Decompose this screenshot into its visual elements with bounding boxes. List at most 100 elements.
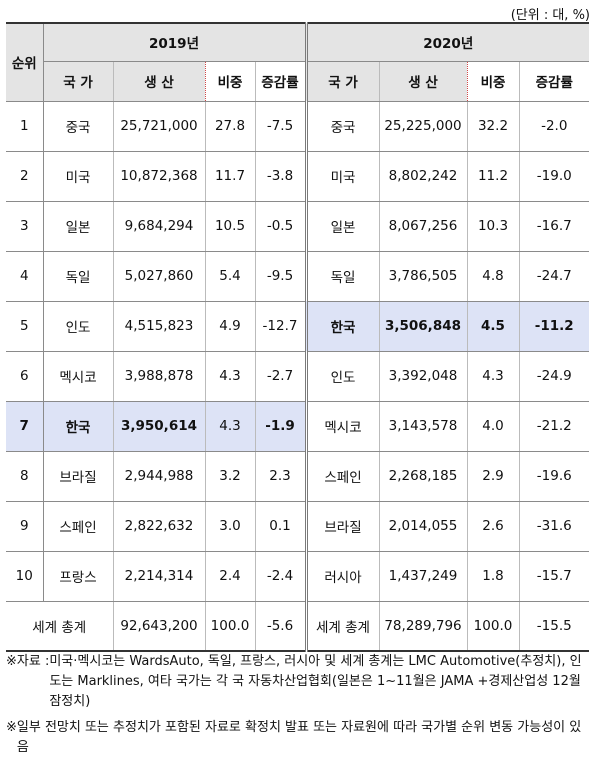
disclaimer-note-text: 일부 전망치 또는 추정치가 포함된 자료로 확정치 발표 또는 자료원에 따라…	[16, 720, 582, 755]
year-header-row: 순위 2019년 2020년	[6, 22, 589, 102]
country-2020-cell: 스페인	[306, 451, 380, 502]
table-row: 10 프랑스 2,214,314 2.4 -2.4 러시아 1,437,249 …	[6, 551, 589, 602]
disclaimer-note: ※ 일부 전망치 또는 추정치가 포함된 자료로 확정치 발표 또는 자료원에 …	[6, 718, 591, 758]
country-2019-cell: 브라질	[43, 451, 114, 502]
total-row: 세계 총계 92,643,200 100.0 -5.6 세계 총계 78,289…	[6, 601, 589, 652]
country-2019-cell-highlight: 한국	[43, 401, 114, 452]
share-2019-cell: 27.8	[205, 101, 256, 152]
production-2019-cell: 3,988,878	[113, 351, 206, 402]
share-2020-cell: 32.2	[467, 101, 520, 152]
table-row: 6 멕시코 3,988,878 4.3 -2.7 인도 3,392,048 4.…	[6, 351, 589, 402]
change-2020-cell: -19.0	[519, 151, 589, 202]
change-2019-cell: -12.7	[255, 301, 308, 352]
source-note-mark: ※자료 :	[6, 654, 50, 669]
change-2020-cell: -24.7	[519, 251, 589, 302]
share-2019-cell: 11.7	[205, 151, 256, 202]
country-2020-cell: 일본	[306, 201, 380, 252]
country-2019-cell: 프랑스	[43, 551, 114, 602]
country-2020-cell: 미국	[306, 151, 380, 202]
table-row: 7 한국 3,950,614 4.3 -1.9 멕시코 3,143,578 4.…	[6, 401, 589, 452]
share-2019-cell-highlight: 4.3	[205, 401, 256, 452]
production-2019-cell: 4,515,823	[113, 301, 206, 352]
country-2020-cell: 독일	[306, 251, 380, 302]
country-2019-cell: 미국	[43, 151, 114, 202]
production-2019-cell: 2,944,988	[113, 451, 206, 502]
production-2020-cell-highlight: 3,506,848	[379, 301, 468, 352]
country-2019-cell: 멕시코	[43, 351, 114, 402]
production-2020-cell: 1,437,249	[379, 551, 468, 602]
change-2019-cell: -7.5	[255, 101, 308, 152]
share-2019-cell: 3.0	[205, 501, 256, 552]
table-row: 9 스페인 2,822,632 3.0 0.1 브라질 2,014,055 2.…	[6, 501, 589, 552]
world-total-label-2020: 세계 총계	[306, 601, 380, 652]
share-2019-cell: 5.4	[205, 251, 256, 302]
footnotes: ※자료 : 미국·멕시코는 WardsAuto, 독일, 프랑스, 러시아 및 …	[6, 652, 591, 758]
country-header-2019: 국 가	[43, 61, 114, 102]
change-2019-cell: -0.5	[255, 201, 308, 252]
country-2019-cell: 일본	[43, 201, 114, 252]
rank-cell-highlight: 7	[6, 401, 44, 452]
year-2020-header: 2020년	[306, 22, 589, 62]
share-2019-cell: 10.5	[205, 201, 256, 252]
unit-label: (단위 : 대, %)	[510, 8, 590, 23]
change-2019-cell: 2.3	[255, 451, 308, 502]
country-2020-cell: 인도	[306, 351, 380, 402]
production-header-2020: 생 산	[379, 61, 468, 102]
change-2020-cell: -24.9	[519, 351, 589, 402]
share-2020-cell-highlight: 4.5	[467, 301, 520, 352]
share-header-2020: 비중	[467, 61, 520, 102]
country-2020-cell: 멕시코	[306, 401, 380, 452]
world-total-label-2019: 세계 총계	[6, 601, 114, 652]
change-2020-cell: -16.7	[519, 201, 589, 252]
production-2020-cell: 3,786,505	[379, 251, 468, 302]
rank-cell: 8	[6, 451, 44, 502]
production-2020-cell: 2,268,185	[379, 451, 468, 502]
change-2020-cell: -21.2	[519, 401, 589, 452]
change-header-2019: 증감률	[255, 61, 308, 102]
country-2019-cell: 인도	[43, 301, 114, 352]
country-header-2020: 국 가	[306, 61, 380, 102]
share-2020-cell: 11.2	[467, 151, 520, 202]
world-total-change-2019: -5.6	[255, 601, 308, 652]
table-row: 8 브라질 2,944,988 3.2 2.3 스페인 2,268,185 2.…	[6, 451, 589, 502]
rank-cell: 2	[6, 151, 44, 202]
production-2020-cell: 25,225,000	[379, 101, 468, 152]
source-note: ※자료 : 미국·멕시코는 WardsAuto, 독일, 프랑스, 러시아 및 …	[6, 652, 591, 712]
country-2020-cell-highlight: 한국	[306, 301, 380, 352]
column-header-row: 국 가 생 산 비중 증감률 국 가 생 산 비중 증감률	[6, 61, 589, 102]
change-2019-cell: -9.5	[255, 251, 308, 302]
world-total-share-2019: 100.0	[205, 601, 256, 652]
production-2020-cell: 8,067,256	[379, 201, 468, 252]
change-2019-cell: -3.8	[255, 151, 308, 202]
change-2020-cell-highlight: -11.2	[519, 301, 589, 352]
production-2020-cell: 3,143,578	[379, 401, 468, 452]
year-2019-header: 2019년	[43, 22, 308, 62]
production-2019-cell: 5,027,860	[113, 251, 206, 302]
production-2019-cell-highlight: 3,950,614	[113, 401, 206, 452]
table-row: 3 일본 9,684,294 10.5 -0.5 일본 8,067,256 10…	[6, 201, 589, 252]
share-2020-cell: 1.8	[467, 551, 520, 602]
production-2020-cell: 8,802,242	[379, 151, 468, 202]
share-2019-cell: 3.2	[205, 451, 256, 502]
table-row: 4 독일 5,027,860 5.4 -9.5 독일 3,786,505 4.8…	[6, 251, 589, 302]
rank-cell: 6	[6, 351, 44, 402]
country-2020-cell: 브라질	[306, 501, 380, 552]
table-row: 5 인도 4,515,823 4.9 -12.7 한국 3,506,848 4.…	[6, 301, 589, 352]
rank-cell: 5	[6, 301, 44, 352]
change-header-2020: 증감률	[519, 61, 589, 102]
table-row: 2 미국 10,872,368 11.7 -3.8 미국 8,802,242 1…	[6, 151, 589, 202]
country-2019-cell: 독일	[43, 251, 114, 302]
world-total-production-2020: 78,289,796	[379, 601, 468, 652]
share-2020-cell: 4.3	[467, 351, 520, 402]
change-2020-cell: -15.7	[519, 551, 589, 602]
rank-cell: 1	[6, 101, 44, 152]
share-2020-cell: 4.0	[467, 401, 520, 452]
rank-cell: 4	[6, 251, 44, 302]
country-2019-cell: 스페인	[43, 501, 114, 552]
change-2019-cell: -2.7	[255, 351, 308, 402]
share-2020-cell: 2.9	[467, 451, 520, 502]
share-header-2019: 비중	[205, 61, 256, 102]
change-2019-cell-highlight: -1.9	[255, 401, 308, 452]
production-2020-cell: 2,014,055	[379, 501, 468, 552]
production-2019-cell: 9,684,294	[113, 201, 206, 252]
